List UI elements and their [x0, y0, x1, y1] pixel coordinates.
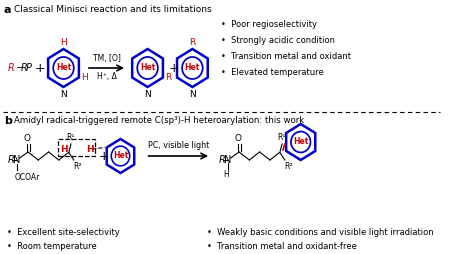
- Text: R: R: [8, 63, 14, 73]
- Text: Het: Het: [56, 62, 71, 71]
- Polygon shape: [286, 124, 315, 160]
- Text: +: +: [98, 150, 109, 163]
- Text: R: R: [189, 38, 195, 47]
- Text: TM, [O]: TM, [O]: [92, 55, 120, 64]
- Text: Het: Het: [293, 136, 309, 146]
- Polygon shape: [48, 49, 79, 87]
- Text: •  Poor regioselectivity: • Poor regioselectivity: [221, 20, 317, 29]
- Text: •  Elevated temperature: • Elevated temperature: [221, 68, 324, 77]
- Text: R: R: [8, 155, 14, 165]
- Text: +: +: [35, 61, 46, 74]
- Polygon shape: [107, 139, 134, 173]
- Text: a: a: [4, 5, 11, 15]
- Text: H: H: [60, 145, 67, 153]
- Text: +: +: [168, 61, 179, 74]
- Text: P: P: [26, 63, 32, 73]
- Text: R²: R²: [73, 162, 82, 171]
- Text: Het: Het: [185, 62, 200, 71]
- Text: •  Transition metal and oxidant-free: • Transition metal and oxidant-free: [207, 242, 357, 251]
- Polygon shape: [177, 49, 208, 87]
- Text: R: R: [219, 155, 225, 165]
- Text: H: H: [81, 73, 88, 82]
- Text: Het: Het: [140, 62, 155, 71]
- Text: N: N: [144, 90, 151, 99]
- Text: R²: R²: [284, 162, 292, 171]
- Text: Classical Minisci reaction and its limitations: Classical Minisci reaction and its limit…: [14, 5, 211, 14]
- Polygon shape: [132, 49, 163, 87]
- Text: PC, visible light: PC, visible light: [148, 141, 209, 151]
- Text: R: R: [20, 63, 27, 73]
- Text: H⁺, Δ: H⁺, Δ: [97, 72, 117, 82]
- Text: O: O: [24, 134, 31, 143]
- Text: N: N: [60, 90, 67, 99]
- Text: •  Weakly basic conditions and visible light irradiation: • Weakly basic conditions and visible li…: [207, 228, 434, 237]
- Text: OCOAr: OCOAr: [15, 173, 40, 182]
- Text: b: b: [4, 116, 11, 126]
- Text: R¹: R¹: [66, 133, 75, 142]
- Text: N: N: [189, 90, 196, 99]
- Text: Het: Het: [113, 151, 128, 160]
- Text: H: H: [60, 38, 67, 47]
- Text: H: H: [223, 170, 229, 179]
- Text: •  Excellent site-selectivity: • Excellent site-selectivity: [8, 228, 120, 237]
- Text: H: H: [86, 145, 93, 153]
- Text: Amidyl radical-triggered remote C(sp³)-H heteroarylation: this work: Amidyl radical-triggered remote C(sp³)-H…: [14, 116, 304, 125]
- Text: N: N: [224, 155, 232, 165]
- Text: •  Strongly acidic condition: • Strongly acidic condition: [221, 36, 335, 45]
- Text: •  Room temperature: • Room temperature: [8, 242, 97, 251]
- Text: R: R: [165, 73, 171, 82]
- Text: N: N: [13, 155, 20, 165]
- Text: −: −: [13, 63, 27, 73]
- Text: •  Transition metal and oxidant: • Transition metal and oxidant: [221, 52, 351, 61]
- Text: R¹: R¹: [277, 133, 286, 142]
- Text: O: O: [235, 134, 242, 143]
